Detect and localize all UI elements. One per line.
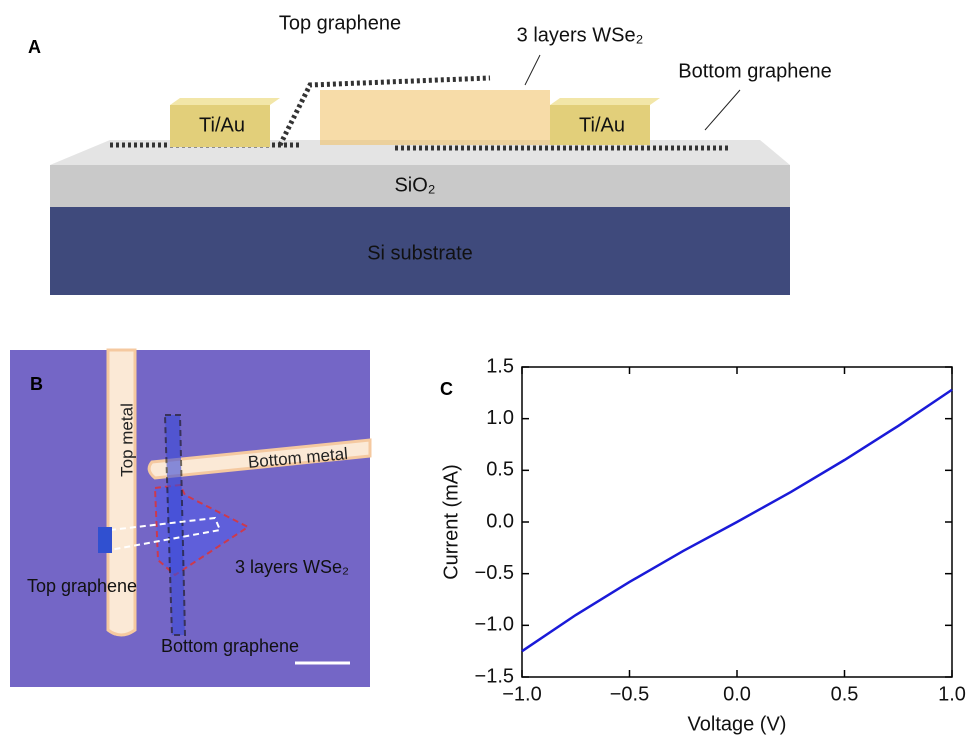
x-axis-title: Voltage (V) bbox=[688, 713, 787, 735]
label: Bottom graphene bbox=[161, 636, 299, 656]
y-tick-label: −1.5 bbox=[475, 665, 514, 687]
y-tick-label: −0.5 bbox=[475, 562, 514, 584]
label: Bottom graphene bbox=[678, 60, 831, 82]
data-line bbox=[522, 390, 952, 651]
x-tick-label: 0.5 bbox=[831, 683, 859, 705]
flake bbox=[98, 527, 112, 553]
label: Top graphene bbox=[279, 12, 401, 34]
y-tick-label: 0.0 bbox=[486, 510, 514, 532]
x-tick-label: 0.0 bbox=[723, 683, 751, 705]
label: 3 layers WSe₂ bbox=[235, 557, 349, 577]
pointer bbox=[705, 90, 740, 130]
label: 3 layers WSe₂ bbox=[517, 24, 644, 46]
x-tick-label: 1.0 bbox=[938, 683, 966, 705]
x-tick-label: −0.5 bbox=[610, 683, 649, 705]
wse2 bbox=[320, 90, 550, 145]
label: Top graphene bbox=[27, 576, 137, 596]
figure: A Top graphene 3 layers WSe₂ Bottom grap… bbox=[0, 0, 974, 739]
panel-letter: A bbox=[28, 37, 41, 57]
label: Top metal bbox=[117, 403, 136, 477]
panel-letter: C bbox=[440, 379, 453, 399]
y-tick-label: 0.5 bbox=[486, 459, 514, 481]
contact-top bbox=[550, 98, 660, 105]
label: Ti/Au bbox=[579, 114, 625, 136]
contact-top bbox=[170, 98, 280, 105]
label: Si substrate bbox=[367, 242, 473, 264]
label: Ti/Au bbox=[199, 114, 245, 136]
y-tick-label: −1.0 bbox=[475, 614, 514, 636]
y-axis-title: Current (mA) bbox=[440, 464, 462, 580]
label: SiO₂ bbox=[394, 174, 435, 196]
y-tick-label: 1.0 bbox=[486, 407, 514, 429]
pointer bbox=[525, 55, 540, 85]
y-tick-label: 1.5 bbox=[486, 355, 514, 377]
panel-letter: B bbox=[30, 374, 43, 394]
